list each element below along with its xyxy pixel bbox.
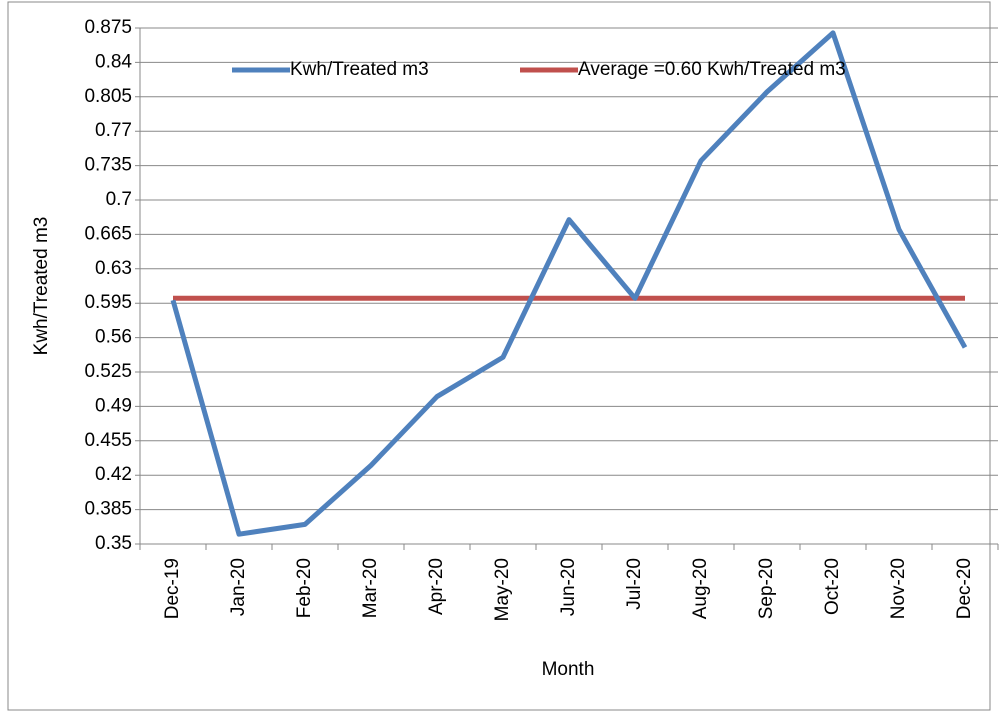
y-tick-label: 0.735	[84, 155, 132, 176]
y-tick-label: 0.595	[84, 292, 132, 313]
legend-label: Average =0.60 Kwh/Treated m3	[578, 59, 846, 80]
legend-label: Kwh/Treated m3	[290, 59, 429, 80]
x-tick-label: Nov-20	[888, 558, 909, 619]
x-axis-label: Month	[542, 659, 595, 680]
y-tick-label: 0.49	[95, 395, 132, 416]
x-tick-label: Feb-20	[294, 558, 315, 618]
x-tick-label: Mar-20	[360, 558, 381, 618]
x-tick-label: Aug-20	[690, 558, 711, 619]
y-tick-label: 0.84	[95, 51, 132, 72]
x-tick-label: Oct-20	[822, 558, 843, 615]
x-tick-label: Dec-19	[162, 558, 183, 619]
chart-border	[7, 1, 991, 711]
y-tick-label: 0.805	[84, 86, 132, 107]
x-tick-label: May-20	[492, 558, 513, 621]
series-line	[170, 30, 968, 537]
y-tick-label: 0.385	[84, 499, 132, 520]
x-tick-label: Apr-20	[426, 558, 447, 615]
x-tick-label: Dec-20	[954, 558, 975, 619]
y-tick-label: 0.35	[95, 533, 132, 554]
x-tick-label: Jan-20	[228, 558, 249, 616]
y-tick-label: 0.665	[84, 223, 132, 244]
y-tick-label: 0.7	[106, 189, 132, 210]
y-tick-label: 0.525	[84, 361, 132, 382]
y-tick-label: 0.875	[84, 17, 132, 38]
x-tick-label: Sep-20	[756, 558, 777, 619]
y-tick-label: 0.63	[95, 258, 132, 279]
y-tick-label: 0.455	[84, 430, 132, 451]
y-tick-label: 0.77	[95, 120, 132, 141]
y-tick-label: 0.56	[95, 327, 132, 348]
y-tick-label: 0.42	[95, 464, 132, 485]
x-tick-label: Jul-20	[624, 558, 645, 610]
x-tick-label: Jun-20	[558, 558, 579, 616]
y-axis-label: Kwh/Treated m3	[31, 217, 52, 356]
